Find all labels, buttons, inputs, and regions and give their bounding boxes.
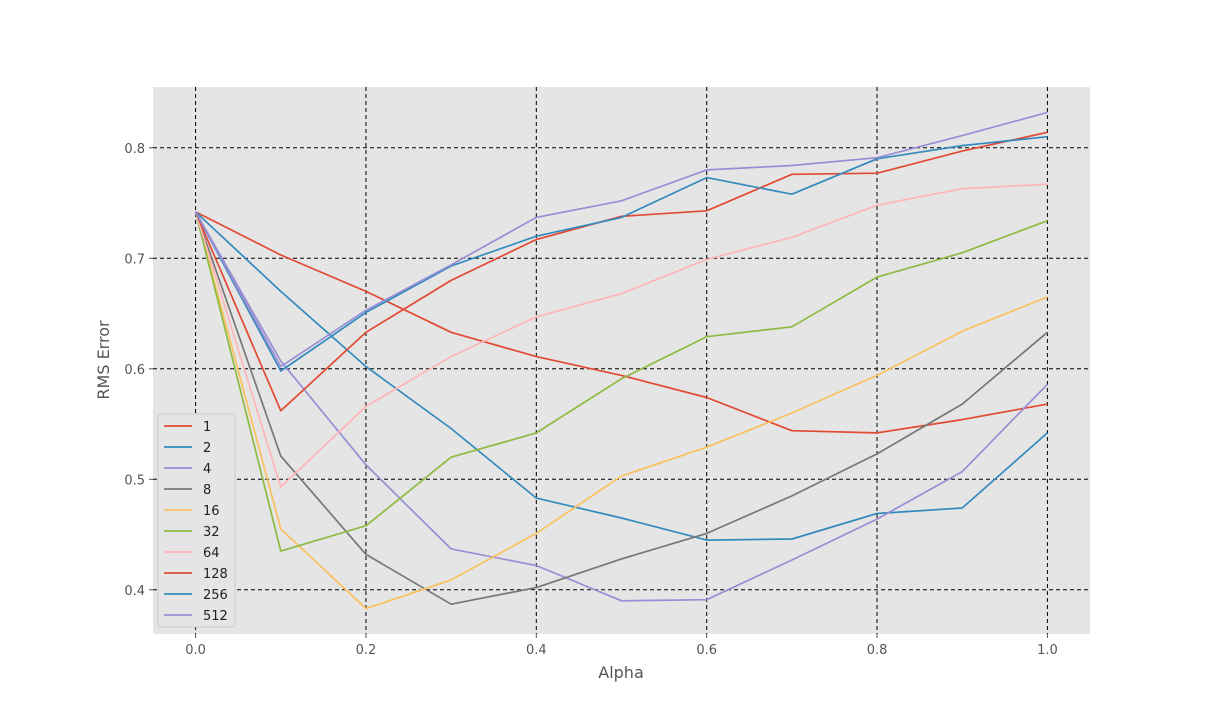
y-tick-label: 0.6	[124, 363, 145, 378]
series-line-8	[194, 211, 1048, 606]
series-line-16	[194, 211, 1048, 610]
legend-label: 1	[203, 420, 211, 435]
y-tick-label: 0.4	[124, 584, 145, 599]
series-line-256	[194, 135, 1048, 372]
legend-label: 512	[203, 609, 228, 624]
x-tick-label: 0.6	[696, 643, 717, 658]
legend: 1 2 4 8 16 32 64 128 256 512	[157, 413, 236, 628]
y-axis-label: RMS Error	[94, 320, 113, 400]
x-tick-label: 0.8	[867, 643, 888, 658]
y-tick-label: 0.5	[124, 473, 145, 488]
x-tick-label: 0.0	[185, 643, 206, 658]
y-tick-label: 0.7	[124, 252, 145, 267]
legend-label: 64	[203, 546, 220, 561]
series-line-1	[195, 211, 1048, 434]
legend-label: 4	[203, 462, 211, 477]
legend-label: 256	[203, 588, 228, 603]
grid-lines	[153, 87, 1090, 634]
series-line-64	[194, 183, 1048, 488]
series-line-2	[195, 211, 1048, 541]
legend-label: 32	[203, 525, 220, 540]
y-tick-label: 0.8	[124, 142, 145, 157]
legend-label: 128	[203, 567, 228, 582]
x-tick-label: 1.0	[1037, 643, 1058, 658]
plot-background	[153, 87, 1090, 634]
series-line-32	[194, 211, 1048, 552]
series-lines	[194, 111, 1049, 610]
series-line-512	[194, 111, 1048, 368]
x-axis-label: Alpha	[598, 663, 644, 682]
legend-label: 2	[203, 441, 211, 456]
legend-label: 16	[203, 504, 220, 519]
x-tick-label: 0.2	[356, 643, 377, 658]
series-line-4	[194, 211, 1049, 602]
x-tick-label: 0.4	[526, 643, 547, 658]
legend-label: 8	[203, 483, 211, 498]
series-line-128	[194, 131, 1048, 412]
axis-ticks: 0.0 0.2 0.4 0.6 0.8 1.0 0.4 0.5 0.6 0.7 0.8	[124, 142, 1057, 658]
